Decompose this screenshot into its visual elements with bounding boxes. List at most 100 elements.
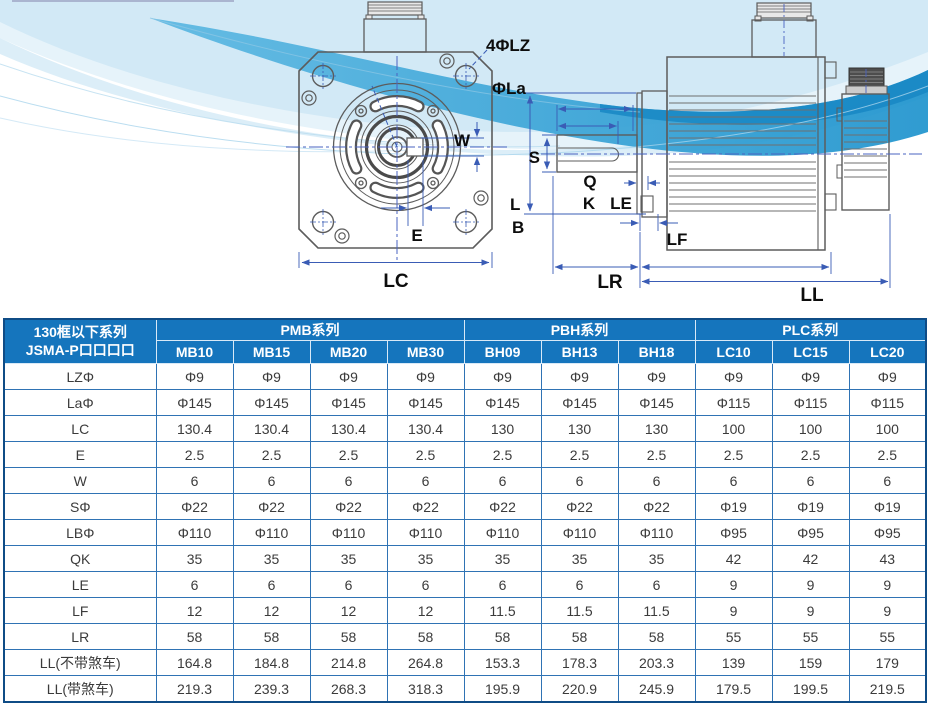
- encoder-unit: [836, 67, 890, 211]
- spec-cell: Φ22: [155, 493, 234, 520]
- row-label: E: [3, 441, 157, 468]
- spec-cell: Φ115: [694, 389, 773, 416]
- row-label: LR: [3, 623, 157, 650]
- spec-cell: 139: [694, 649, 773, 676]
- front-connector: [363, 1, 427, 53]
- spec-cell: 6: [232, 571, 311, 598]
- spec-cell: 9: [771, 597, 850, 624]
- spec-cell: 9: [694, 597, 773, 624]
- spec-cell: 12: [155, 597, 234, 624]
- spec-cell: 6: [155, 467, 234, 494]
- spec-cell: 11.5: [463, 597, 542, 624]
- spec-cell: 2.5: [617, 441, 696, 468]
- encoder-connector: [848, 67, 885, 88]
- spec-cell: 58: [617, 623, 696, 650]
- table-row: QK 35 35 35 35 35 35 35 42 42 43: [3, 545, 927, 572]
- spec-cell: 2.5: [463, 441, 542, 468]
- spec-cell: 58: [155, 623, 234, 650]
- spec-cell: 130: [463, 415, 542, 442]
- model-header: BH18: [617, 340, 696, 364]
- model-header: MB15: [232, 340, 311, 364]
- spec-cell: Φ115: [848, 389, 927, 416]
- spec-cell: Φ110: [386, 519, 465, 546]
- spec-cell: 214.8: [309, 649, 388, 676]
- spec-cell: Φ145: [540, 389, 619, 416]
- table-corner-header: 130框以下系列 JSMA-P口口口口: [3, 318, 157, 364]
- spec-cell: 6: [309, 571, 388, 598]
- spec-cell: 239.3: [232, 675, 311, 703]
- spec-cell: 245.9: [617, 675, 696, 703]
- table-row: LL(不带煞车) 164.8 184.8 214.8 264.8 153.3 178.3 20…: [3, 649, 927, 676]
- spec-cell: 58: [232, 623, 311, 650]
- spec-cell: 100: [771, 415, 850, 442]
- spec-cell: 55: [848, 623, 927, 650]
- spec-cell: Φ19: [694, 493, 773, 520]
- spec-cell: Φ22: [540, 493, 619, 520]
- spec-cell: Φ95: [848, 519, 927, 546]
- spec-cell: 12: [309, 597, 388, 624]
- row-label: LaΦ: [3, 389, 157, 416]
- spec-cell: 2.5: [771, 441, 850, 468]
- spec-cell: Φ9: [540, 363, 619, 390]
- model-header: BH09: [463, 340, 542, 364]
- spec-cell: 35: [617, 545, 696, 572]
- spec-cell: 2.5: [848, 441, 927, 468]
- spec-cell: 178.3: [540, 649, 619, 676]
- spec-cell: 130.4: [155, 415, 234, 442]
- label-le: LE: [610, 194, 632, 213]
- model-header: MB10: [155, 340, 234, 364]
- spec-cell: 11.5: [540, 597, 619, 624]
- spec-cell: 6: [309, 467, 388, 494]
- row-label: QK: [3, 545, 157, 572]
- spec-cell: Φ110: [617, 519, 696, 546]
- spec-cell: 219.3: [155, 675, 234, 703]
- table-row: SΦ Φ22 Φ22 Φ22 Φ22 Φ22 Φ22 Φ22 Φ19 Φ19 Φ19: [3, 493, 927, 520]
- spec-cell: Φ9: [232, 363, 311, 390]
- table-row: LE 6 6 6 6 6 6 6 9 9 9: [3, 571, 927, 598]
- page-crop-line: [12, 0, 234, 2]
- spec-cell: 35: [540, 545, 619, 572]
- spec-table: 130框以下系列 JSMA-P口口口口 PMB系列 PBH系列 PLC系列 MB10 MB1…: [3, 318, 928, 703]
- label-b: B: [512, 218, 524, 237]
- spec-cell: 58: [463, 623, 542, 650]
- label-e: E: [411, 226, 422, 245]
- spec-cell: 6: [540, 467, 619, 494]
- spec-cell: 12: [232, 597, 311, 624]
- spec-cell: Φ9: [848, 363, 927, 390]
- spec-cell: 164.8: [155, 649, 234, 676]
- spec-cell: 2.5: [309, 441, 388, 468]
- spec-cell: Φ115: [771, 389, 850, 416]
- spec-cell: 6: [463, 467, 542, 494]
- model-header: LC15: [771, 340, 850, 364]
- spec-cell: 2.5: [386, 441, 465, 468]
- spec-cell: 6: [386, 571, 465, 598]
- spec-cell: 6: [540, 571, 619, 598]
- spec-cell: 12: [386, 597, 465, 624]
- spec-cell: 6: [771, 467, 850, 494]
- label-k: K: [583, 194, 596, 213]
- spec-cell: 268.3: [309, 675, 388, 703]
- spec-cell: Φ110: [232, 519, 311, 546]
- spec-cell: Φ110: [540, 519, 619, 546]
- spec-cell: 318.3: [386, 675, 465, 703]
- model-header: LC20: [848, 340, 927, 364]
- row-label: LL(带煞车): [3, 675, 157, 703]
- spec-cell: 6: [617, 571, 696, 598]
- spec-cell: 2.5: [694, 441, 773, 468]
- spec-cell: 58: [309, 623, 388, 650]
- spec-cell: Φ145: [309, 389, 388, 416]
- spec-cell: 9: [694, 571, 773, 598]
- label-s: S: [529, 148, 540, 167]
- spec-cell: Φ9: [771, 363, 850, 390]
- row-label: LF: [3, 597, 157, 624]
- spec-cell: Φ22: [309, 493, 388, 520]
- dimension-labels: 4ΦLZ ΦLa W E LC S Q K LE L B LF LR LL: [383, 36, 824, 306]
- label-w: W: [454, 131, 471, 150]
- spec-cell: 203.3: [617, 649, 696, 676]
- spec-cell: 130.4: [309, 415, 388, 442]
- spec-cell: Φ19: [771, 493, 850, 520]
- label-phi-la: ΦLa: [492, 79, 526, 98]
- table-row: LC 130.4 130.4 130.4 130.4 130 130 130 100 100 100: [3, 415, 927, 442]
- spec-cell: Φ9: [463, 363, 542, 390]
